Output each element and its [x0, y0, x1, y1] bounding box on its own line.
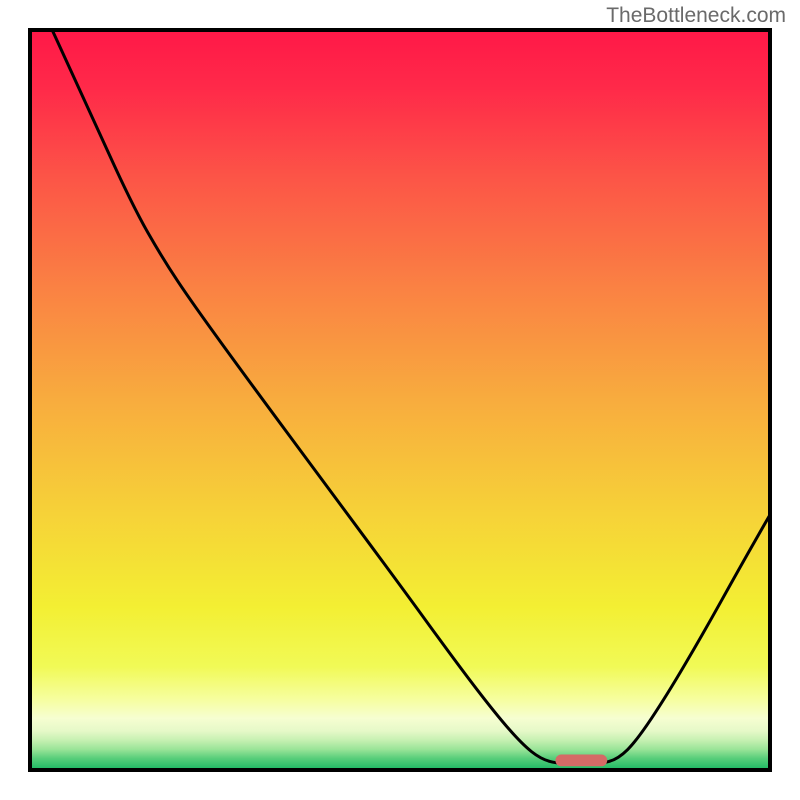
watermark-text: TheBottleneck.com [606, 4, 786, 28]
bottleneck-chart [0, 0, 800, 800]
chart-background [30, 30, 770, 770]
optimal-marker [555, 754, 607, 766]
chart-svg [0, 0, 800, 800]
